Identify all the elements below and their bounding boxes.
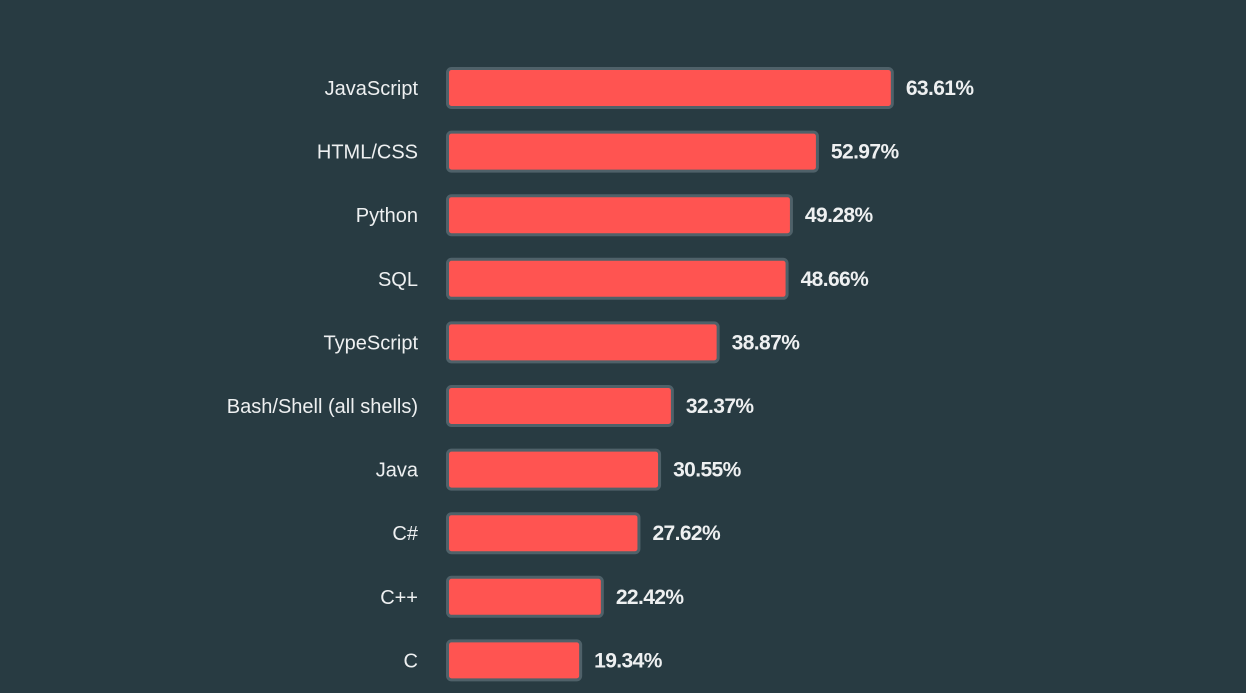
- value-label-8: 22.42%: [616, 586, 685, 609]
- value-label-1: 52.97%: [831, 141, 900, 164]
- bar-5: [446, 385, 674, 427]
- category-label-8: C++: [380, 587, 418, 609]
- category-label-2: Python: [356, 205, 418, 227]
- bar-6: [446, 448, 662, 491]
- category-label-7: C#: [392, 523, 418, 545]
- category-label-1: HTML/CSS: [317, 142, 418, 164]
- bar-7: [446, 512, 641, 555]
- bar-9: [446, 639, 583, 682]
- category-labels-layer: JavaScript HTML/CSS Python SQL TypeScript Bas…: [227, 78, 419, 672]
- value-label-4: 38.87%: [732, 331, 801, 354]
- category-label-3: SQL: [378, 269, 418, 291]
- bar-0: [446, 67, 894, 109]
- value-label-9: 19.34%: [594, 649, 663, 672]
- category-label-9: C: [404, 650, 418, 672]
- bar-8: [446, 575, 604, 618]
- category-label-6: Java: [376, 460, 419, 482]
- bar-1: [446, 130, 819, 173]
- value-label-2: 49.28%: [805, 204, 874, 227]
- value-label-5: 32.37%: [686, 395, 755, 418]
- category-label-0: JavaScript: [325, 78, 419, 100]
- value-label-3: 48.66%: [801, 268, 870, 291]
- value-label-0: 63.61%: [906, 77, 975, 100]
- bar-4: [446, 321, 720, 364]
- bar-3: [446, 257, 789, 300]
- value-label-7: 27.62%: [652, 522, 721, 545]
- category-label-4: TypeScript: [324, 332, 419, 354]
- category-label-5: Bash/Shell (all shells): [227, 396, 418, 418]
- value-labels-layer: 63.61% 52.97% 49.28% 48.66% 38.87% 32.37% 30.5…: [594, 77, 975, 672]
- value-label-6: 30.55%: [673, 459, 742, 482]
- bar-2: [446, 194, 793, 237]
- bars-layer: [446, 67, 894, 682]
